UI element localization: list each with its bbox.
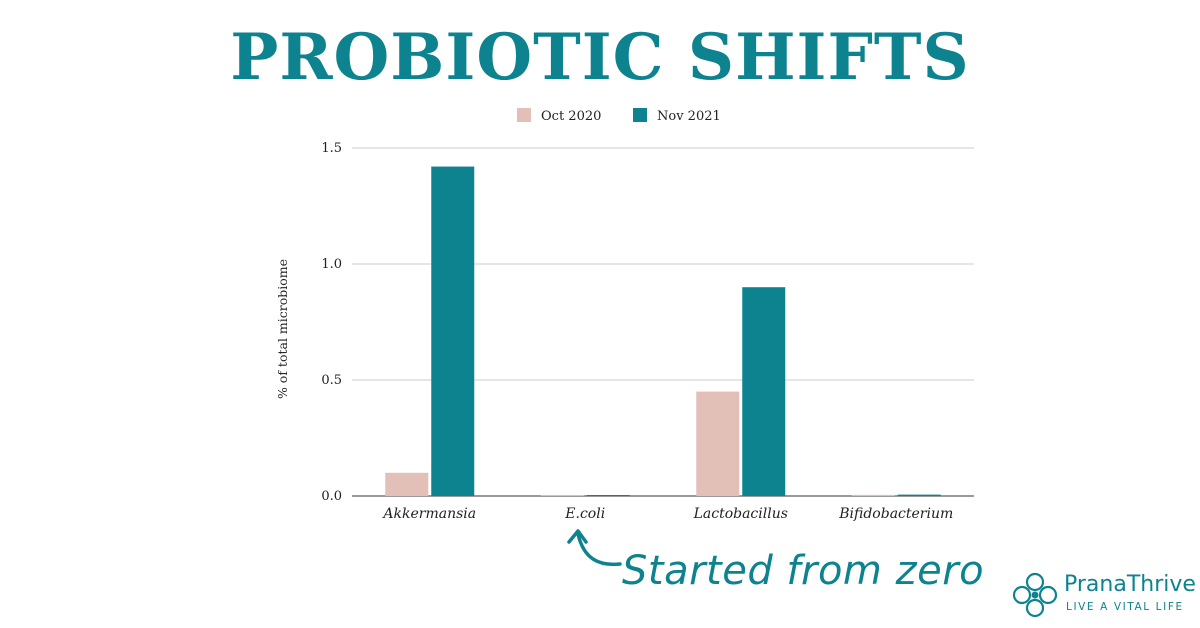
y-tick-label: 0.0 [321,489,342,504]
annotation-text: Started from zero [622,548,985,594]
bar-nov-2021-bifidobacterium [897,494,941,496]
bars [385,166,941,496]
bar-oct-2020-ecoli [540,495,584,496]
legend-swatch [517,108,531,122]
brand-tagline: LIVE A VITAL LIFE [1066,601,1184,613]
x-tick-label: Bifidobacterium [838,506,953,522]
x-tick-label: Lactobacillus [693,506,788,522]
bar-oct-2020-bifidobacterium [851,494,895,496]
brand-name: PranaThrive [1064,572,1196,597]
bar-nov-2021-ecoli [586,495,630,496]
bar-nov-2021-lactobacillus [742,287,786,496]
legend-label: Oct 2020 [541,109,601,124]
x-tick-label: E.coli [564,506,605,522]
chart-title: PROBIOTIC SHIFTS [230,20,970,95]
legend: Oct 2020 Nov 2021 [517,108,721,124]
bar-oct-2020-lactobacillus [696,391,740,496]
y-tick-label: 1.0 [321,257,342,272]
y-axis-label: % of total microbiome [275,259,290,399]
y-tick-label: 0.5 [321,373,342,388]
pranathrive-logo-icon [1012,572,1058,618]
bar-nov-2021-akkermansia [431,166,475,496]
x-tick-labels: Akkermansia E.coli Lactobacillus Bifidobact… [381,506,953,522]
brand: PranaThrive LIVE A VITAL LIFE [1012,570,1196,624]
y-tick-labels: 0.0 0.5 1.0 1.5 [321,141,342,504]
legend-swatch [633,108,647,122]
bar-oct-2020-akkermansia [385,472,429,496]
legend-label: Nov 2021 [657,109,721,124]
x-tick-label: Akkermansia [381,506,476,522]
y-tick-label: 1.5 [321,141,342,156]
curved-arrow-icon [567,529,622,567]
